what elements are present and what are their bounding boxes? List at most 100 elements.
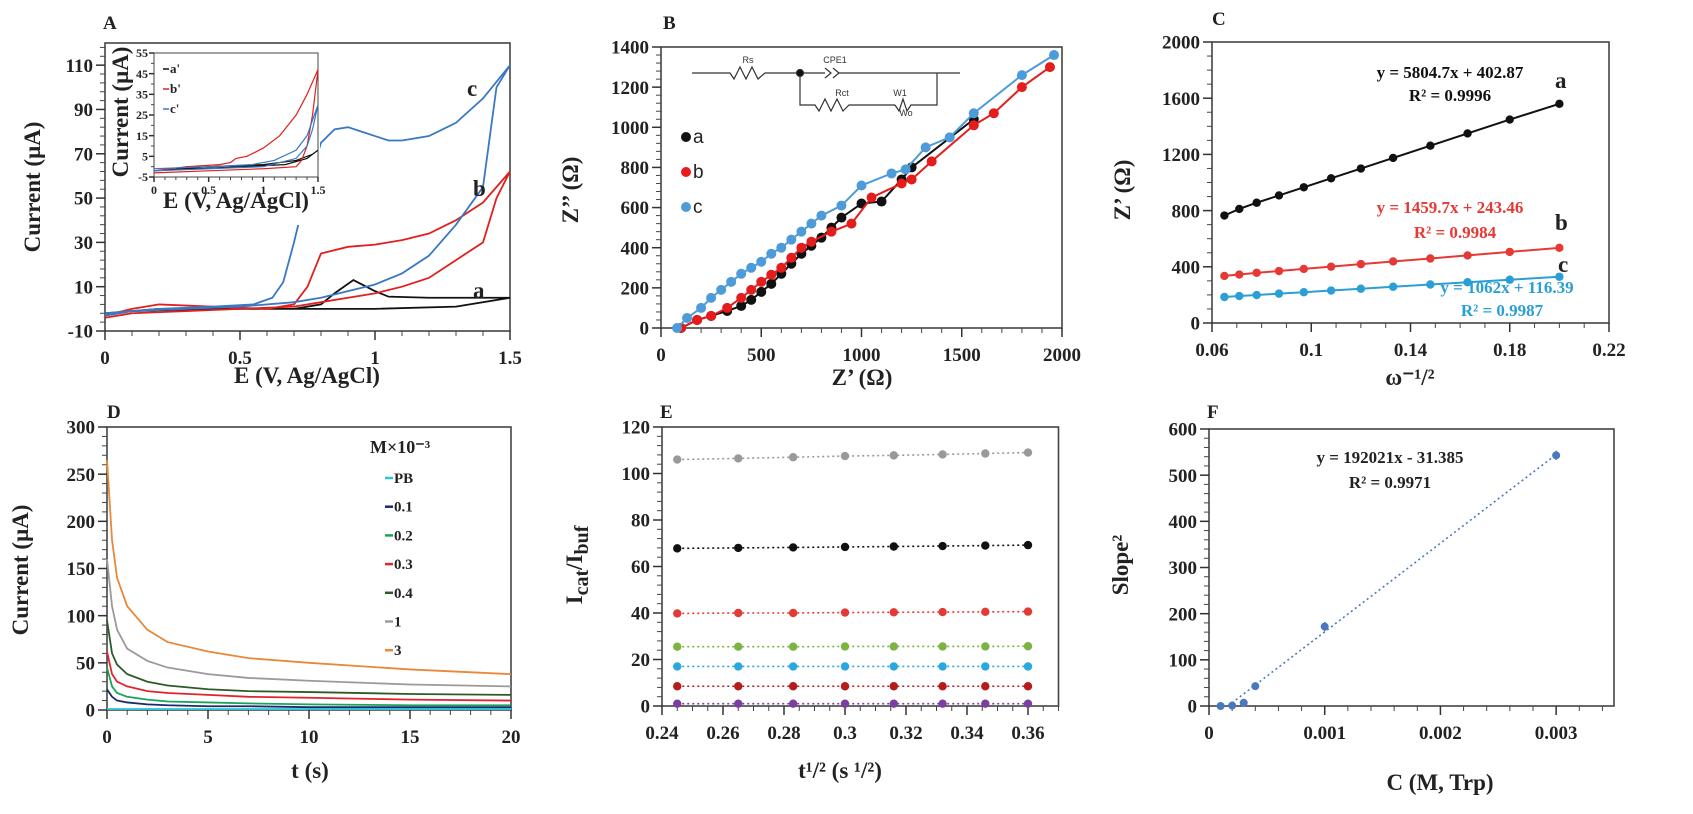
data-point — [1235, 291, 1244, 301]
data-point — [786, 234, 797, 245]
data-point — [1274, 266, 1284, 276]
data-point — [673, 682, 682, 691]
x-tick-label: 0.002 — [1419, 723, 1462, 744]
y-tick-label: 10 — [74, 277, 93, 298]
data-point — [968, 120, 979, 131]
r-squared: R² = 0.9996 — [1409, 86, 1491, 105]
y-tick-label: 500 — [1169, 466, 1198, 487]
data-point — [1023, 540, 1033, 550]
data-point — [938, 699, 947, 708]
circuit-label-w_sub: Wo — [899, 108, 912, 118]
series-line — [106, 459, 512, 676]
data-point — [766, 278, 777, 289]
cpe-icon — [832, 67, 840, 79]
y-tick-label: 300 — [1169, 558, 1198, 579]
trendline — [1227, 453, 1557, 707]
data-point — [889, 608, 898, 617]
data-point — [1023, 642, 1033, 651]
y-axis-title: Current (μA) — [20, 122, 45, 253]
data-point — [673, 544, 682, 553]
y-tick-label: 600 — [1169, 420, 1198, 441]
series-line — [153, 104, 319, 172]
legend-label: b' — [170, 81, 181, 96]
data-point — [1426, 280, 1435, 289]
equation: y = 192021x - 31.385 — [1316, 448, 1463, 467]
data-point — [1326, 262, 1336, 271]
data-point — [1426, 141, 1435, 150]
y-tick-label: 600 — [621, 198, 650, 219]
series-0 — [673, 448, 1033, 464]
series-1 — [673, 540, 1033, 553]
data-point — [981, 662, 990, 671]
data-point — [673, 642, 682, 651]
data-point — [1320, 622, 1329, 631]
y-tick-label: 100 — [67, 606, 96, 627]
data-point — [696, 302, 707, 313]
y-tick-label: 70 — [74, 144, 93, 165]
y-axis-title-part: buf — [571, 525, 593, 554]
equation: y = 5804.7x + 402.87 — [1377, 63, 1524, 82]
data-point — [1023, 662, 1033, 671]
data-point — [1388, 153, 1398, 163]
warburg-element — [894, 73, 938, 113]
data-point — [673, 699, 682, 708]
data-point — [944, 132, 955, 143]
x-axis-title: E (V, Ag/AgCl) — [234, 363, 380, 388]
data-point — [766, 248, 777, 259]
data-point — [938, 662, 947, 671]
panel-E: E 0.24 0.26 0.28 0.3 0.32 0.34 0.36 0 20 40 60 80 100… — [562, 402, 1060, 783]
legend-marker — [681, 202, 691, 212]
y-tick-label: 0 — [641, 697, 651, 718]
x-tick-label: 0 — [656, 345, 666, 366]
data-point — [981, 642, 990, 651]
series-0.2 — [106, 667, 511, 707]
y-tick-label: 1000 — [611, 118, 649, 139]
data-point — [706, 310, 717, 321]
data-point — [734, 699, 743, 708]
y-tick-label: -10 — [68, 322, 93, 343]
data-point — [938, 541, 947, 551]
y-tick-label: 20 — [631, 650, 650, 671]
data-point — [1220, 271, 1229, 281]
data-point — [981, 607, 990, 617]
y-tick-label: 150 — [67, 559, 96, 580]
x-tick-label: 0.32 — [889, 723, 922, 744]
data-point — [672, 323, 683, 333]
x-tick-label: 0.28 — [767, 723, 800, 744]
y-tick-label: 60 — [631, 557, 650, 578]
data-point — [981, 449, 990, 458]
y-axis-title: Z’ (Ω) — [1110, 160, 1135, 221]
data-point — [981, 699, 990, 708]
curve-label-a: a — [1555, 68, 1567, 93]
cpe-icon — [824, 67, 832, 79]
x-tick-label: 0.34 — [950, 723, 984, 744]
data-point — [726, 276, 737, 287]
y-tick-label: -5 — [138, 170, 148, 184]
circuit-label-cpe: CPE1 — [823, 55, 847, 65]
data-point — [746, 294, 757, 305]
data-point — [1016, 82, 1027, 93]
series-line — [104, 170, 511, 319]
y-axis-title: Icat/Ibuf — [562, 525, 593, 604]
data-point — [776, 262, 787, 273]
data-point — [788, 608, 798, 618]
y-tick-label: 30 — [74, 233, 93, 254]
data-point — [889, 451, 898, 460]
panel-label: B — [663, 13, 676, 34]
panel-F: F 0 0.001 0.002 0.003 0 100 200 300 400 500 600 C (M… — [1108, 402, 1615, 795]
x-tick-label: 1.5 — [498, 348, 522, 369]
x-tick-label: 2000 — [1043, 345, 1081, 366]
y-tick-label: 800 — [621, 158, 650, 179]
circuit-label-rct: Rct — [835, 88, 849, 98]
data-point — [734, 642, 743, 651]
legend-marker — [681, 167, 691, 177]
data-point — [788, 642, 798, 651]
data-point — [906, 174, 917, 185]
data-point — [673, 609, 682, 618]
legend-title: M×10⁻³ — [370, 437, 431, 457]
y-tick-label: 200 — [621, 279, 650, 300]
data-point — [1252, 268, 1261, 278]
legend-marker — [681, 132, 691, 142]
legend-label: 0.1 — [394, 500, 413, 516]
